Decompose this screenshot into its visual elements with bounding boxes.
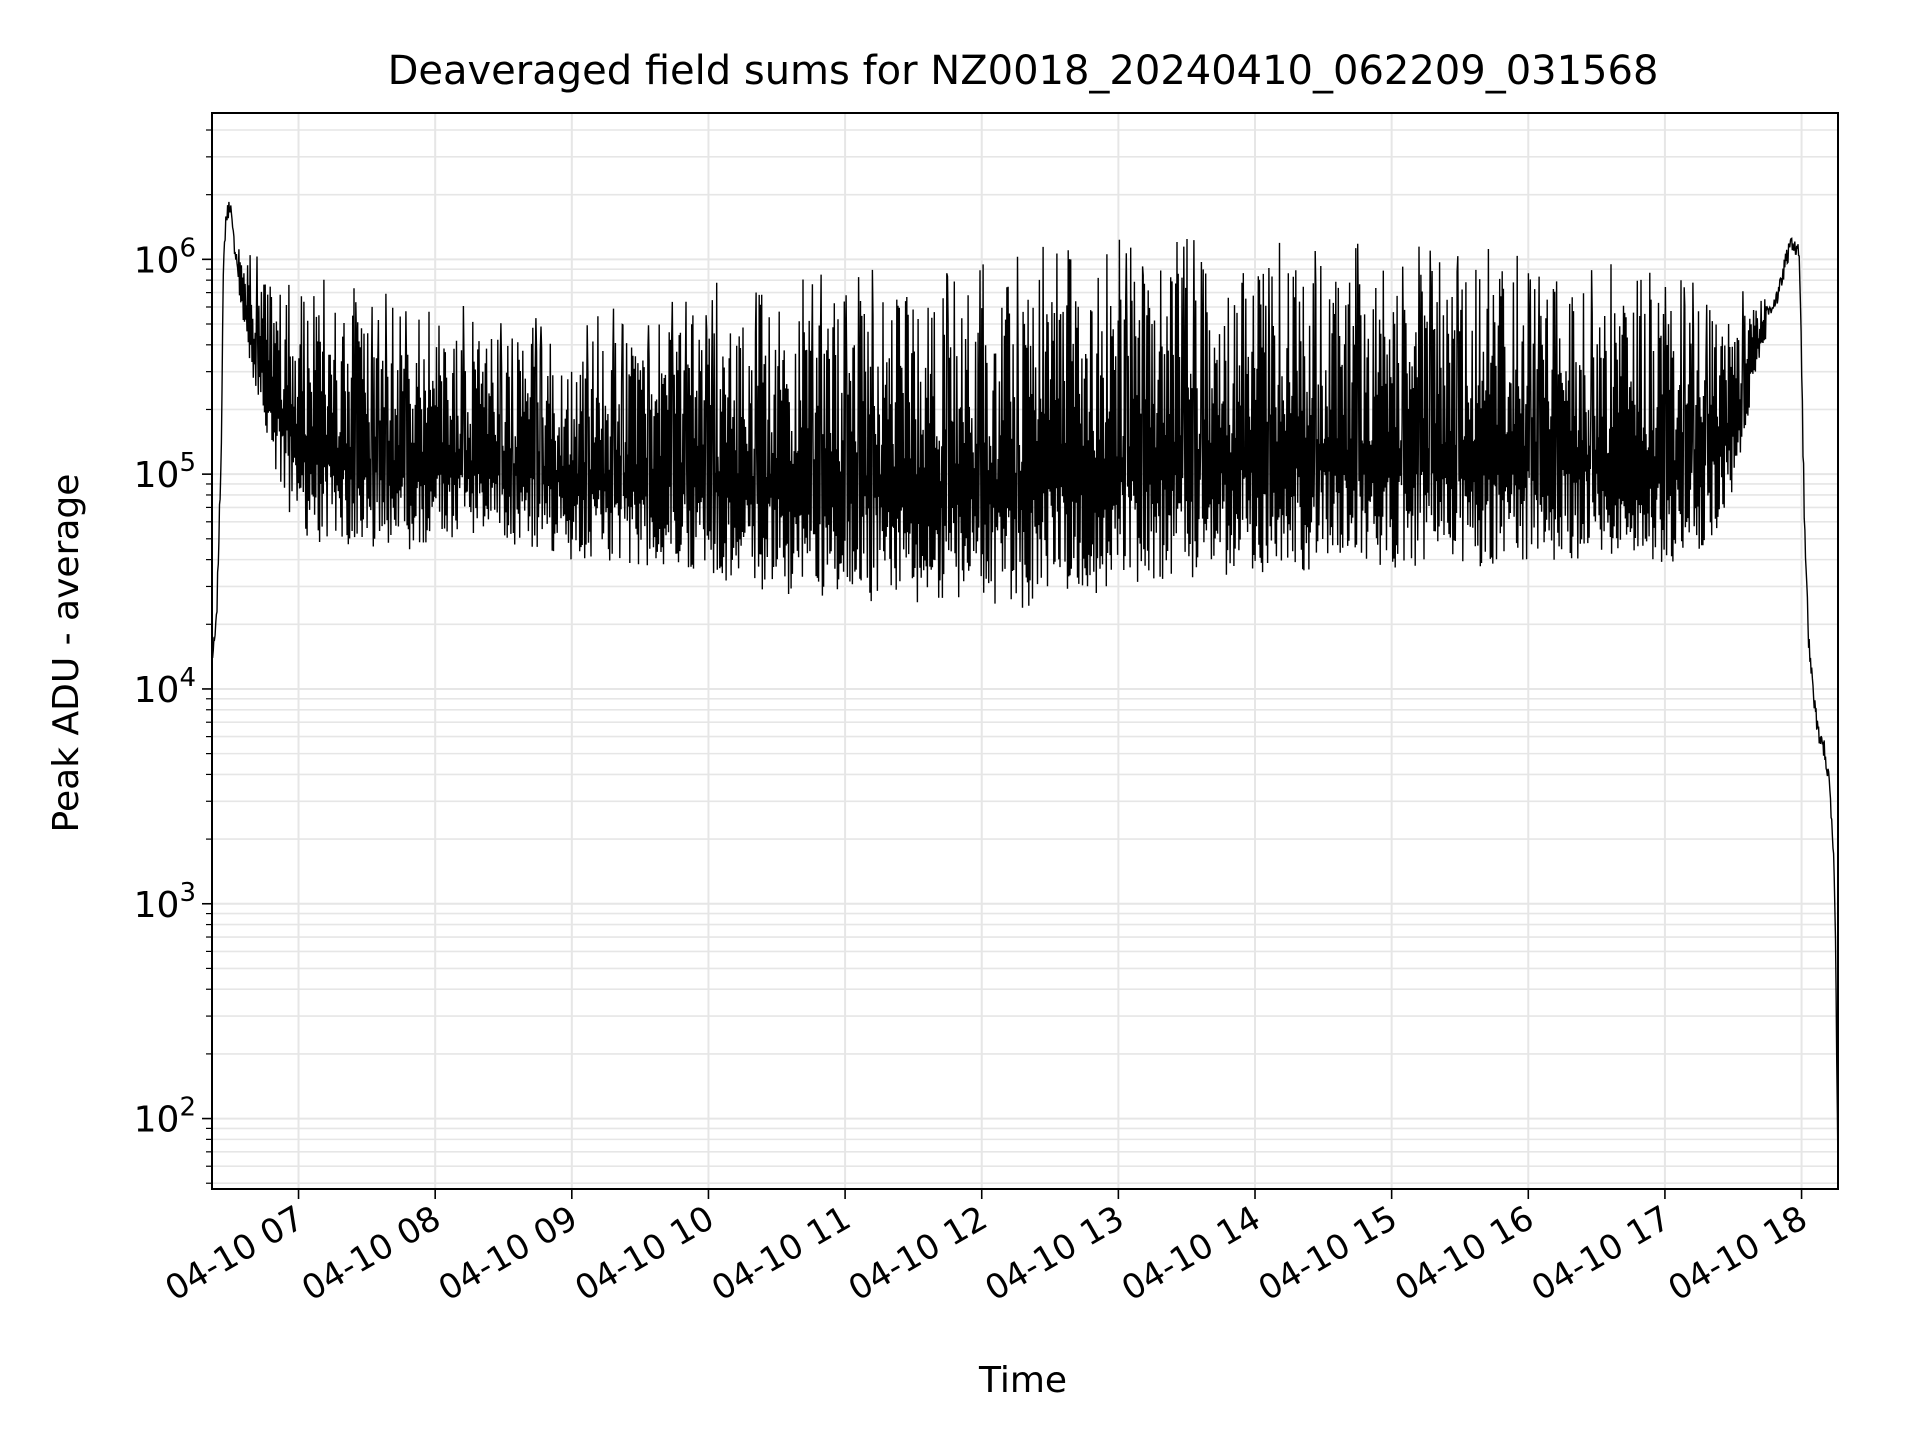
plot-frame [211, 112, 1839, 1190]
y-tick-base: 10 [134, 1100, 180, 1141]
y-tick-base: 10 [134, 240, 180, 281]
y-tick-exponent: 6 [179, 233, 196, 263]
y-tick-exponent: 4 [179, 663, 196, 693]
y-axis-label: Peak ADU - average [46, 474, 87, 833]
y-tick-base: 10 [134, 455, 180, 496]
x-axis-label: Time [978, 1360, 1067, 1401]
y-tick-label: 106 [134, 233, 196, 281]
series-line [212, 201, 1838, 1172]
y-tick-label: 105 [134, 448, 196, 496]
y-tick-label: 102 [134, 1093, 196, 1141]
y-tick-label: 104 [134, 663, 196, 711]
y-tick-base: 10 [134, 885, 180, 926]
y-tick-exponent: 2 [179, 1093, 196, 1123]
y-tick-exponent: 5 [179, 448, 196, 478]
y-tick-label: 103 [134, 878, 196, 926]
y-tick-base: 10 [134, 670, 180, 711]
chart-title: Deaveraged field sums for NZ0018_2024041… [388, 48, 1659, 94]
y-tick-exponent: 3 [179, 878, 196, 908]
